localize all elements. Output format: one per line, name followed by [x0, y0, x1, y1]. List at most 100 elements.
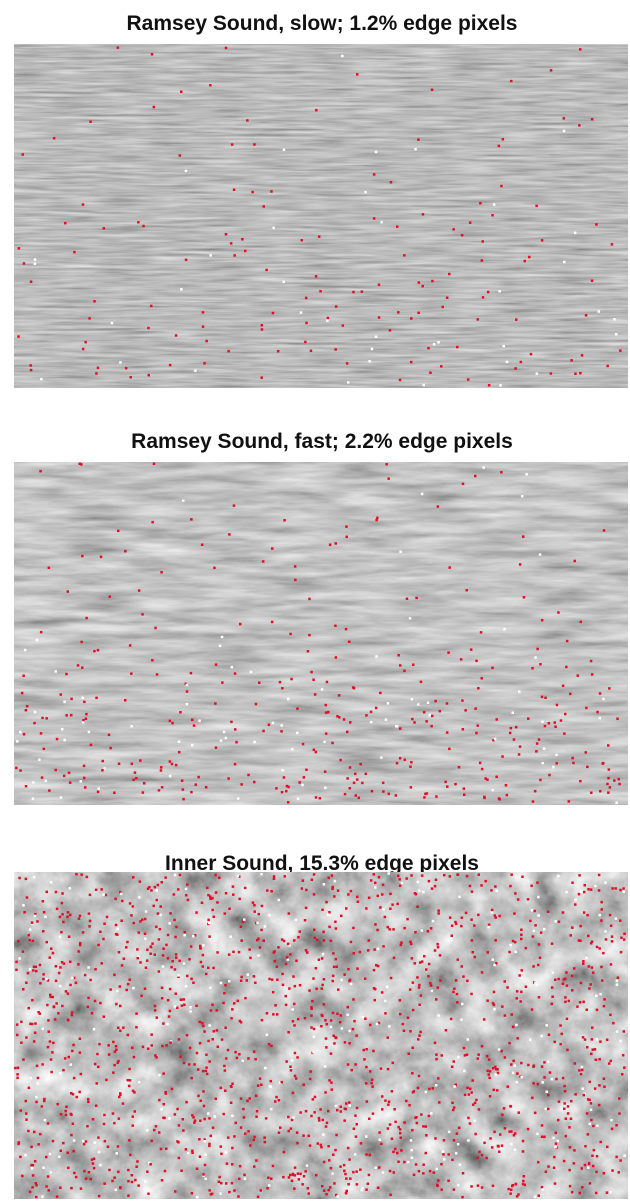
- edge-pixel: [117, 951, 121, 954]
- edge-pixel: [267, 1184, 271, 1187]
- edge-pixel: [131, 1089, 135, 1093]
- edge-pixel: [87, 912, 91, 915]
- edge-pixel: [280, 938, 284, 941]
- edge-pixel: [312, 1035, 316, 1039]
- edge-pixel: [468, 884, 472, 888]
- edge-pixel: [214, 891, 218, 894]
- edge-pixel: [352, 952, 355, 955]
- edge-pixel: [140, 994, 143, 998]
- edge-pixel: [333, 1042, 336, 1045]
- edge-pixel: [359, 762, 362, 766]
- edge-pixel: [376, 894, 379, 898]
- edge-pixel: [97, 943, 100, 947]
- edge-pixel: [107, 1044, 110, 1047]
- edge-pixel: [220, 1181, 223, 1185]
- edge-pixel: [171, 721, 174, 725]
- edge-pixel: [122, 957, 126, 960]
- edge-pixel: [180, 90, 183, 93]
- edge-pixel: [466, 378, 470, 381]
- edge-pixel: [374, 1166, 377, 1170]
- edge-pixel: [598, 947, 601, 950]
- edge-pixel: [324, 711, 328, 714]
- edge-pixel: [192, 934, 195, 938]
- edge-pixel: [301, 879, 305, 882]
- edge-pixel: [398, 1128, 402, 1131]
- edge-pixel: [396, 225, 399, 228]
- edge-pixel: [115, 1048, 118, 1051]
- edge-pixel: [463, 1093, 467, 1097]
- edge-pixel: [323, 740, 326, 744]
- edge-pixel: [289, 1069, 293, 1072]
- edge-pixel: [367, 939, 370, 942]
- edge-pixel: [208, 935, 211, 938]
- edge-pixel: [427, 1114, 431, 1118]
- edge-pixel: [19, 730, 22, 734]
- edge-pixel: [174, 935, 177, 939]
- edge-pixel: [108, 595, 111, 598]
- edge-pixel: [109, 746, 112, 750]
- edge-pixel: [581, 1186, 584, 1189]
- edge-pixel: [174, 763, 178, 767]
- edge-pixel: [349, 940, 353, 944]
- edge-pixel: [21, 950, 25, 953]
- edge-pixel: [336, 715, 339, 718]
- edge-pixel: [320, 1146, 323, 1149]
- edge-pixel: [455, 1132, 459, 1135]
- edge-pixel: [494, 1073, 498, 1076]
- edge-pixel: [419, 680, 423, 684]
- edge-pixel: [150, 304, 153, 308]
- edge-pixel: [488, 1076, 491, 1080]
- edge-pixel: [415, 1121, 419, 1125]
- edge-pixel: [65, 714, 68, 717]
- edge-pixel: [168, 363, 172, 367]
- edge-pixel: [403, 669, 406, 673]
- edge-pixel: [154, 1125, 158, 1128]
- edge-pixels: [17, 46, 622, 387]
- edge-pixel: [472, 1103, 475, 1106]
- edge-pixel: [361, 781, 364, 785]
- edge-pixel: [525, 473, 528, 476]
- edge-pixel: [118, 1095, 121, 1099]
- edge-pixel: [271, 311, 275, 315]
- edge-pixel: [573, 559, 576, 563]
- edge-pixel: [230, 1181, 234, 1185]
- edge-pixel: [177, 1038, 181, 1041]
- edge-pixel: [509, 943, 512, 947]
- edge-pixel: [399, 1131, 402, 1135]
- edge-pixel: [454, 1083, 457, 1086]
- edge-pixel: [340, 914, 343, 918]
- edge-pixel: [324, 786, 327, 790]
- edge-pixel: [255, 1115, 258, 1118]
- edge-pixel: [331, 979, 334, 983]
- edge-pixel: [63, 700, 66, 704]
- edge-pixel: [471, 951, 474, 954]
- edge-pixel: [370, 1082, 373, 1085]
- edge-pixel: [22, 1058, 25, 1061]
- edge-pixel: [532, 929, 536, 933]
- edge-pixel: [208, 1060, 211, 1063]
- edge-pixel: [81, 931, 85, 934]
- edge-pixel: [195, 1051, 199, 1055]
- edge-pixel: [596, 1124, 599, 1127]
- edge-pixel: [587, 1166, 590, 1169]
- edge-pixel: [158, 927, 162, 931]
- edge-pixel: [448, 272, 451, 276]
- edge-pixel: [461, 482, 465, 486]
- edge-pixel: [287, 697, 290, 701]
- edge-pixel: [540, 1135, 544, 1138]
- edge-pixel: [456, 345, 459, 349]
- edge-pixel: [268, 913, 271, 917]
- edge-pixel: [431, 1087, 434, 1090]
- edge-pixel: [255, 1159, 258, 1162]
- edge-pixel: [332, 1153, 335, 1156]
- edge-pixel: [343, 1119, 346, 1122]
- edge-pixel: [462, 975, 465, 978]
- edge-pixel: [590, 1052, 593, 1056]
- edge-pixel: [573, 1062, 577, 1065]
- edge-pixel: [503, 1014, 507, 1017]
- edge-pixel: [66, 992, 70, 995]
- edge-pixel: [171, 960, 174, 963]
- edge-pixel: [325, 1121, 329, 1125]
- edge-pixel: [328, 1079, 331, 1082]
- edge-pixel: [293, 939, 296, 942]
